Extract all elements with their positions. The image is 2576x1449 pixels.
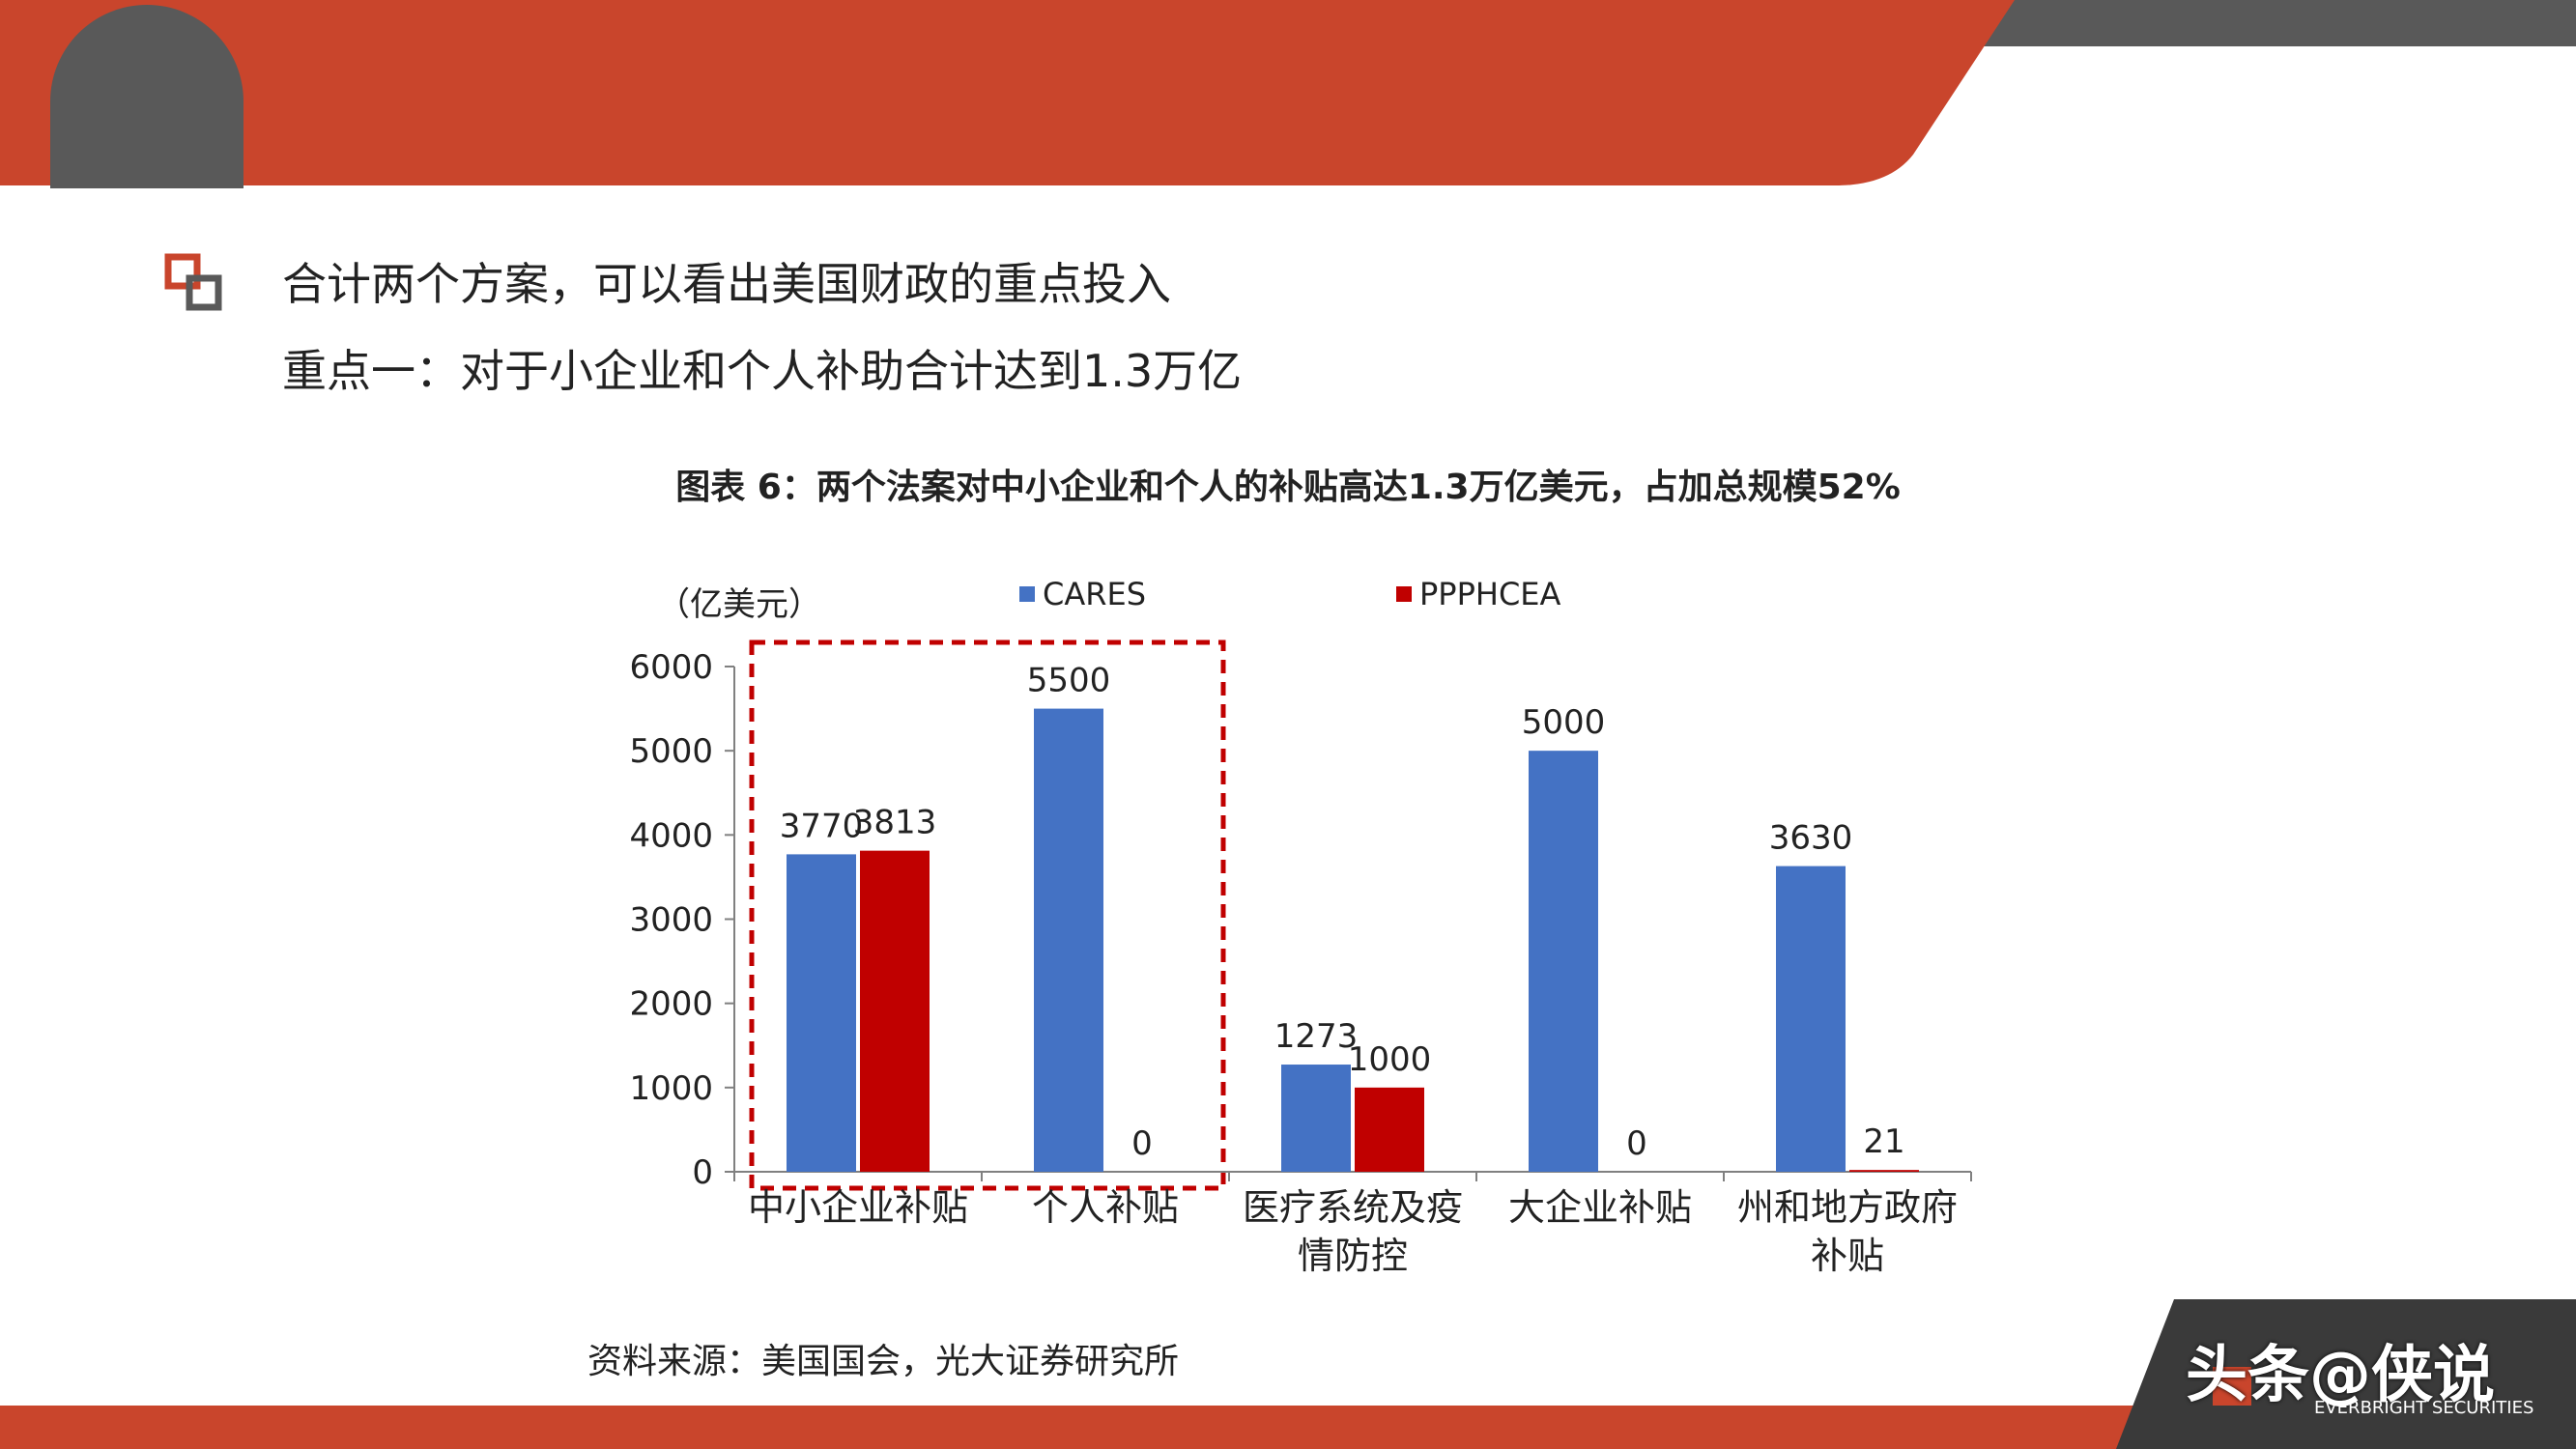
bar-cares — [787, 854, 856, 1172]
bar-ppphcea — [860, 850, 930, 1172]
x-category-label: 大企业补贴 — [1508, 1186, 1692, 1229]
y-tick-label: 4000 — [629, 816, 713, 855]
data-label: 21 — [1863, 1122, 1904, 1161]
data-label: 0 — [1131, 1124, 1153, 1163]
bullet-squares-icon — [164, 253, 222, 311]
y-tick-label: 1000 — [629, 1069, 713, 1108]
bar-cares — [1034, 708, 1103, 1172]
legend-swatch-ppphcea — [1396, 586, 1412, 602]
data-label: 5500 — [1027, 662, 1111, 700]
data-label: 3813 — [853, 804, 937, 842]
corner-logo-panel — [2116, 1299, 2576, 1449]
highlight-box — [749, 639, 1226, 1191]
bar-cares — [1281, 1065, 1351, 1172]
bar-cares — [1776, 866, 1846, 1172]
bar-ppphcea — [1355, 1087, 1424, 1172]
y-axis-label: （亿美元） — [657, 585, 821, 624]
corner-brand-text: EVERBRIGHT SECURITIES — [2314, 1398, 2534, 1418]
figure-title: 图表 6：两个法案对中小企业和个人的补贴高达1.3万亿美元，占加总规模52% — [675, 468, 1901, 507]
y-tick-label: 5000 — [629, 732, 713, 771]
x-category-label: 补贴 — [1811, 1235, 1884, 1277]
legend-label-cares: CARES — [1043, 576, 1146, 612]
x-category-label: 个人补贴 — [1032, 1186, 1179, 1229]
legend-swatch-cares — [1019, 586, 1035, 602]
headline-line-1: 合计两个方案，可以看出美国财政的重点投入 — [282, 258, 1171, 310]
data-label: 1273 — [1274, 1017, 1359, 1056]
x-category-label: 州和地方政府 — [1737, 1186, 1958, 1229]
y-tick-label: 6000 — [629, 648, 713, 687]
x-category-label: 中小企业补贴 — [748, 1186, 968, 1229]
legend-label-ppphcea: PPPHCEA — [1419, 576, 1561, 612]
data-label: 1000 — [1348, 1040, 1432, 1079]
data-label: 0 — [1626, 1124, 1647, 1163]
bar-cares — [1529, 751, 1598, 1172]
header-banner — [0, 0, 2576, 185]
headline-line-2: 重点一：对于小企业和个人补助合计达到1.3万亿 — [282, 345, 1243, 397]
y-tick-label: 0 — [692, 1153, 713, 1192]
bar-ppphcea — [1849, 1170, 1919, 1172]
figure-source: 资料来源：美国国会，光大证券研究所 — [587, 1342, 1180, 1381]
x-category-label: 医疗系统及疫 — [1243, 1186, 1463, 1229]
header-tab — [50, 5, 243, 188]
data-label: 3630 — [1769, 819, 1853, 858]
y-tick-label: 2000 — [629, 985, 713, 1024]
data-label: 3770 — [780, 807, 864, 845]
y-tick-label: 3000 — [629, 901, 713, 940]
data-label: 5000 — [1522, 703, 1606, 742]
x-category-label: 情防控 — [1298, 1235, 1408, 1277]
watermark-text: 头条@侠说 — [2186, 1340, 2495, 1411]
